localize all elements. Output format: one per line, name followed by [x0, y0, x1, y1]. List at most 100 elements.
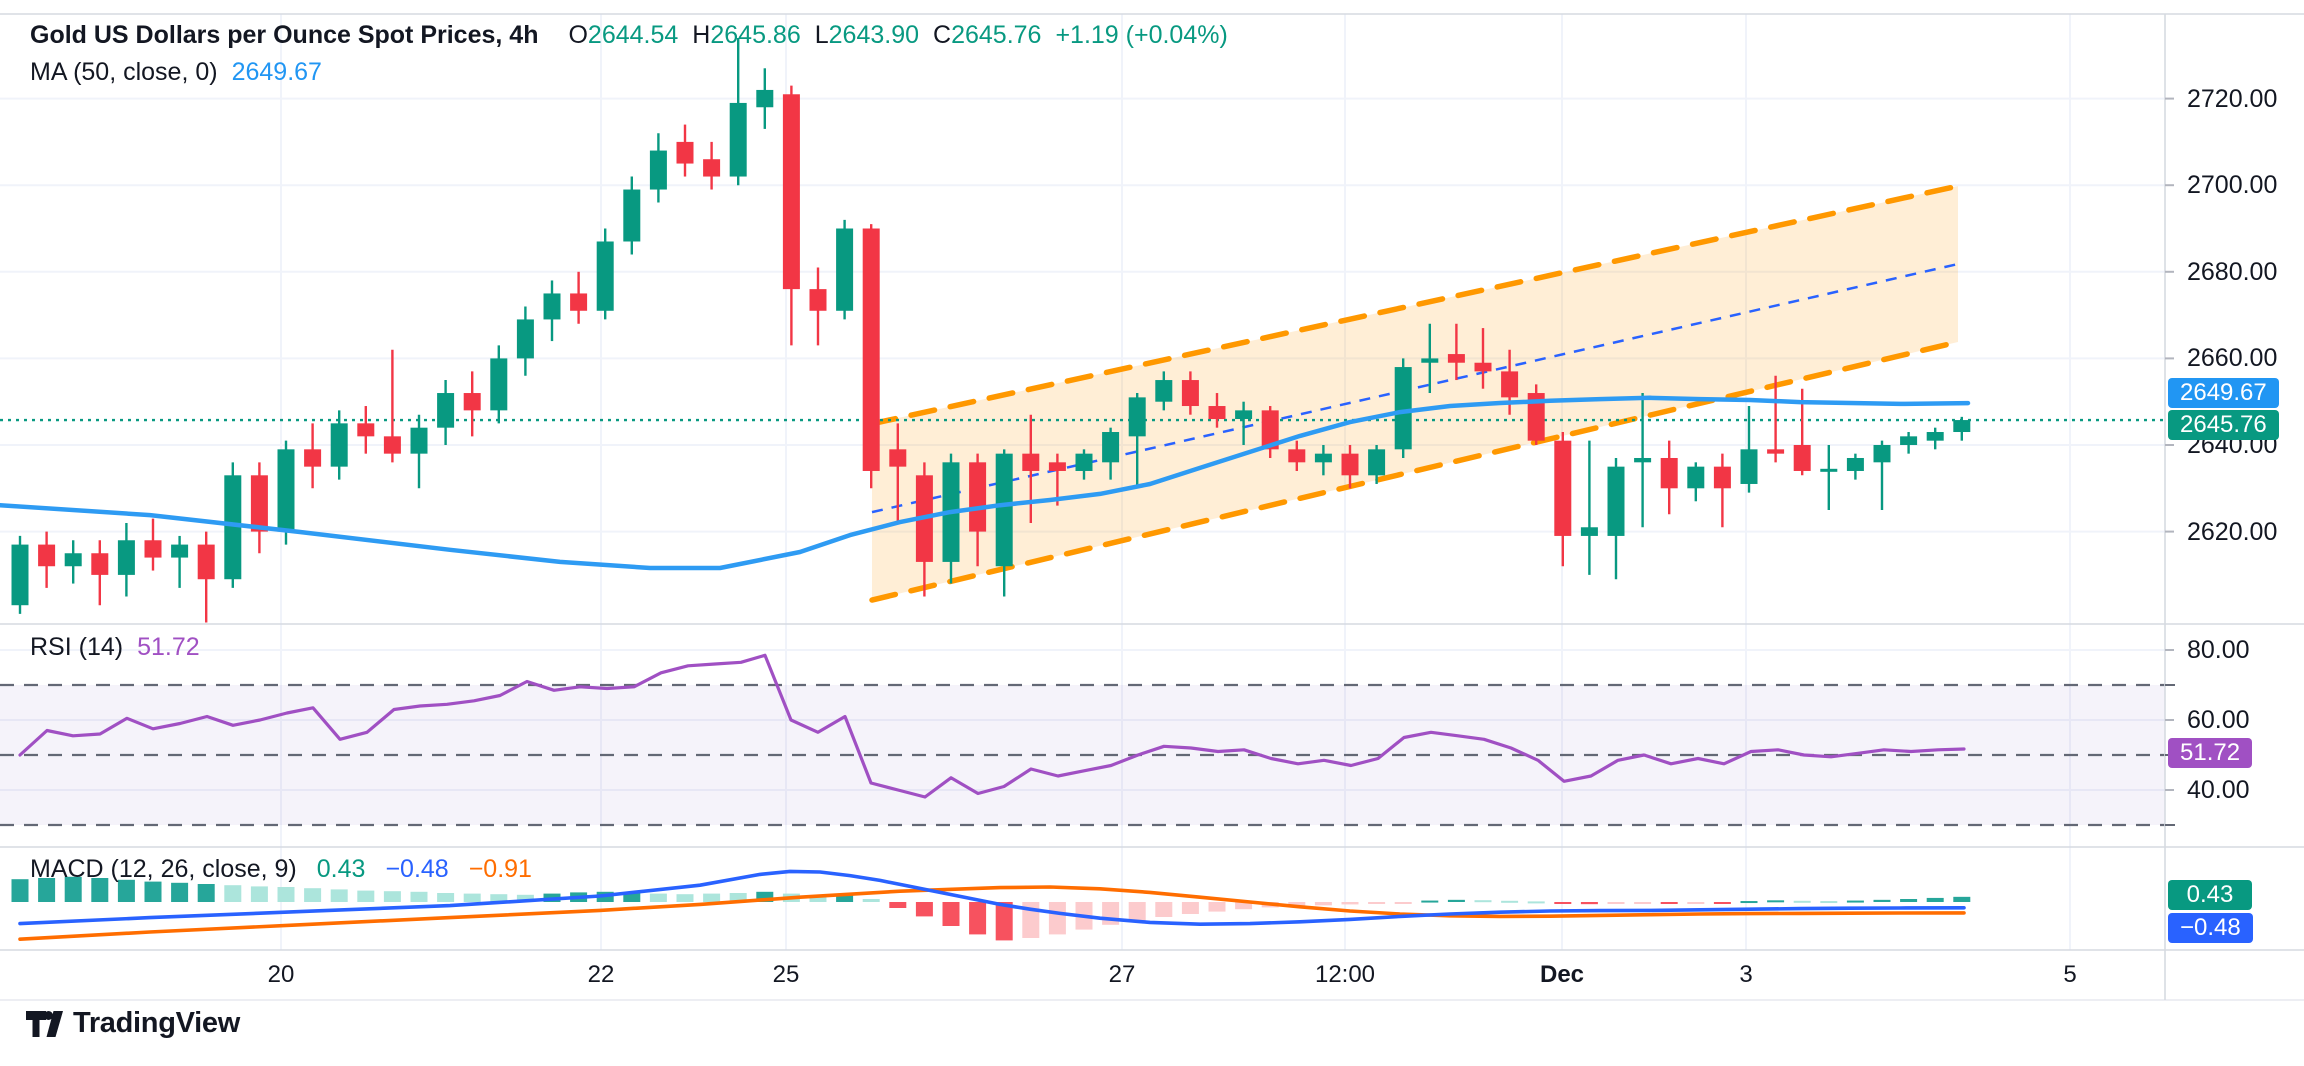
macd-histogram-bar — [1820, 901, 1838, 904]
macd-histogram-bar — [250, 886, 268, 902]
macd-histogram-bar — [1660, 902, 1678, 904]
candle-up — [1102, 432, 1120, 463]
macd-histogram-bar — [649, 893, 667, 902]
open-label: O — [568, 21, 588, 49]
symbol-legend-row[interactable]: Gold US Dollars per Ounce Spot Prices, 4… — [30, 21, 1228, 50]
macd-hist-value: 0.43 — [316, 855, 366, 883]
candle-up — [330, 423, 348, 467]
macd-histogram-bar — [197, 884, 215, 902]
candle-up — [1128, 397, 1146, 437]
rsi-axis-label: 40.00 — [2187, 776, 2250, 804]
candle-down — [1208, 406, 1226, 420]
macd-histogram-bar — [969, 902, 987, 935]
candle-down — [862, 228, 880, 471]
candle-up — [836, 228, 854, 311]
ma50-line — [0, 395, 1971, 571]
candle-down — [1474, 362, 1492, 372]
price-badge: 51.72 — [2168, 738, 2253, 768]
tradingview-logo[interactable]: TradingView — [26, 1007, 240, 1040]
macd-histogram-bar — [1208, 902, 1226, 912]
price-axis-label: 2620.00 — [2187, 517, 2278, 546]
macd-histogram-bar — [1767, 900, 1785, 903]
macd-histogram-bar — [11, 879, 29, 902]
macd-histogram-bar — [703, 893, 721, 902]
candle-down — [889, 449, 907, 467]
macd-histogram-bar — [1846, 900, 1864, 903]
candle-up — [11, 544, 29, 606]
macd-signal-line — [18, 885, 1966, 941]
macd-histogram-bar — [224, 885, 242, 902]
candle-up — [1900, 436, 1918, 445]
channel-lower-line — [869, 339, 1961, 603]
macd-legend-row[interactable]: MACD (12, 26, close, 9) 0.43 −0.48 −0.91 — [30, 855, 532, 884]
macd-label: MACD (12, 26, close, 9) — [30, 855, 297, 883]
macd-histogram-bar — [330, 889, 348, 902]
macd-histogram-bar — [1501, 900, 1519, 903]
candle-up — [1953, 420, 1971, 433]
candle-down — [38, 544, 56, 567]
macd-histogram-bar — [1181, 902, 1199, 914]
macd-histogram-bar — [1128, 902, 1146, 921]
macd-histogram-bar — [410, 891, 428, 902]
candle-down — [91, 553, 109, 575]
macd-histogram-bar — [1554, 902, 1572, 904]
candle-up — [649, 150, 667, 190]
candle-down — [809, 289, 827, 311]
macd-histogram-bar — [1793, 900, 1811, 903]
macd-histogram-bar — [809, 895, 827, 902]
candle-up — [224, 475, 242, 580]
macd-histogram-bar — [437, 893, 455, 902]
ma-legend-row[interactable]: MA (50, close, 0) 2649.67 — [30, 58, 322, 87]
candle-down — [969, 462, 987, 532]
price-badge: −0.48 — [2168, 913, 2253, 943]
candle-up — [1075, 453, 1093, 471]
macd-histogram-bar — [490, 894, 508, 902]
candle-up — [1314, 453, 1332, 463]
candle-up — [1580, 527, 1598, 536]
candle-down — [1181, 380, 1199, 407]
close-label: C — [933, 21, 952, 49]
candle-down — [1554, 440, 1572, 536]
price-badge: 2645.76 — [2168, 410, 2279, 440]
macd-histogram-bar — [91, 878, 109, 902]
close-value: 2645.76 — [951, 21, 1042, 49]
time-axis[interactable]: 20 22 25 27 12:00 Dec 3 5 — [0, 950, 2165, 1000]
price-axis-label: 2720.00 — [2187, 84, 2278, 113]
macd-histogram-bar — [676, 894, 694, 902]
price-badge: 0.43 — [2168, 880, 2252, 910]
tradingview-logo-icon — [26, 1010, 63, 1037]
macd-histogram-bar — [942, 902, 960, 926]
candle-up — [1394, 367, 1412, 450]
macd-histogram-bar — [889, 902, 907, 908]
macd-histogram-bar — [915, 902, 933, 917]
channel-upper-line — [869, 183, 1961, 427]
price-axis[interactable]: 2720.00 2700.00 2680.00 2660.00 2640.00 2620.… — [2165, 0, 2304, 1000]
macd-histogram-bar — [117, 879, 135, 902]
candle-up — [1820, 468, 1838, 472]
candle-down — [570, 293, 588, 311]
ma-value: 2649.67 — [231, 58, 322, 86]
macd-histogram-bar — [1634, 902, 1652, 904]
macd-histogram-bar — [1527, 901, 1545, 904]
macd-histogram-bar — [516, 894, 534, 902]
rsi-legend-row[interactable]: RSI (14) 51.72 — [30, 633, 200, 662]
candle-down — [1288, 449, 1306, 463]
candle-down — [676, 141, 694, 164]
high-label: H — [692, 21, 711, 49]
macd-histogram-bar — [304, 888, 322, 902]
candle-up — [1421, 358, 1439, 363]
candle-down — [1793, 445, 1811, 471]
candle-up — [1846, 457, 1864, 471]
candle-up — [1155, 380, 1173, 402]
rsi-axis-label: 60.00 — [2187, 706, 2250, 734]
macd-histogram-bar — [1368, 902, 1386, 904]
macd-histogram-bar — [756, 891, 774, 902]
macd-histogram-bar — [1048, 902, 1066, 935]
time-axis-label: 20 — [267, 961, 295, 988]
macd-line-value: −0.48 — [385, 855, 449, 883]
candle-up — [64, 553, 82, 567]
candle-down — [1048, 462, 1066, 471]
macd-histogram-bar — [862, 899, 880, 902]
candle-down — [463, 393, 481, 411]
